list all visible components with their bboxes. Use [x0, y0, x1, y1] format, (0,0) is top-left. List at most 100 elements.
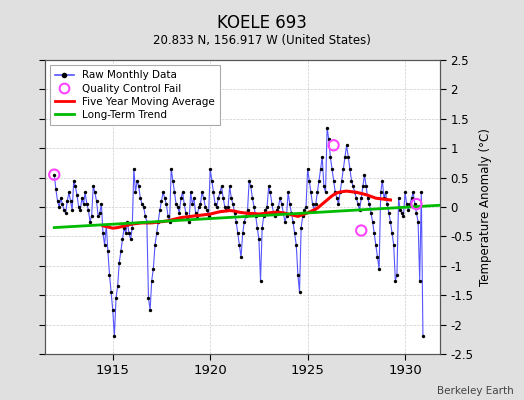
- Point: [330, 177, 338, 184]
- Point: [271, 213, 279, 219]
- Point: [378, 177, 387, 184]
- Point: [50, 172, 59, 178]
- Point: [73, 192, 81, 198]
- Point: [74, 204, 83, 210]
- Point: [253, 224, 261, 231]
- Point: [354, 201, 362, 207]
- Point: [259, 213, 268, 219]
- Point: [342, 142, 351, 148]
- Point: [373, 254, 381, 260]
- Point: [141, 213, 149, 219]
- Point: [352, 195, 361, 201]
- Point: [339, 166, 347, 172]
- Point: [302, 204, 310, 210]
- Point: [154, 218, 162, 225]
- Point: [50, 172, 59, 178]
- Point: [399, 213, 408, 219]
- Point: [412, 210, 421, 216]
- Point: [71, 183, 80, 190]
- Point: [386, 218, 395, 225]
- Point: [337, 177, 346, 184]
- Point: [99, 230, 107, 237]
- Point: [172, 201, 180, 207]
- Point: [204, 213, 213, 219]
- Point: [409, 189, 418, 196]
- Point: [328, 166, 336, 172]
- Point: [67, 198, 75, 204]
- Point: [268, 201, 276, 207]
- Point: [303, 166, 312, 172]
- Point: [237, 254, 245, 260]
- Point: [122, 230, 130, 237]
- Point: [263, 204, 271, 210]
- Point: [372, 242, 380, 248]
- Point: [169, 177, 177, 184]
- Point: [284, 189, 292, 196]
- Point: [323, 124, 331, 131]
- Point: [265, 183, 273, 190]
- Point: [107, 289, 115, 296]
- Point: [344, 154, 353, 160]
- Point: [144, 295, 152, 301]
- Point: [170, 189, 179, 196]
- Point: [321, 189, 330, 196]
- Point: [324, 136, 333, 142]
- Point: [402, 201, 411, 207]
- Point: [388, 230, 396, 237]
- Point: [396, 207, 405, 213]
- Point: [219, 195, 227, 201]
- Point: [108, 307, 117, 313]
- Point: [68, 207, 77, 213]
- Point: [91, 189, 99, 196]
- Point: [157, 198, 166, 204]
- Point: [146, 307, 154, 313]
- Point: [149, 266, 158, 272]
- Point: [188, 201, 196, 207]
- Point: [333, 195, 341, 201]
- Point: [58, 201, 67, 207]
- Point: [164, 213, 172, 219]
- Point: [336, 189, 344, 196]
- Text: KOELE 693: KOELE 693: [217, 14, 307, 32]
- Point: [266, 189, 275, 196]
- Point: [307, 189, 315, 196]
- Point: [365, 201, 374, 207]
- Point: [349, 183, 357, 190]
- Point: [53, 198, 62, 204]
- Point: [286, 201, 294, 207]
- Point: [250, 204, 258, 210]
- Point: [133, 177, 141, 184]
- Point: [138, 201, 146, 207]
- Point: [234, 230, 242, 237]
- Point: [346, 166, 354, 172]
- Point: [104, 248, 112, 254]
- Point: [292, 242, 300, 248]
- Point: [148, 277, 156, 284]
- Point: [242, 213, 250, 219]
- Point: [364, 195, 372, 201]
- Point: [248, 195, 257, 201]
- Point: [235, 242, 244, 248]
- Point: [318, 154, 326, 160]
- Point: [183, 216, 192, 222]
- Point: [316, 166, 325, 172]
- Point: [247, 183, 255, 190]
- Point: [70, 177, 78, 184]
- Point: [208, 177, 216, 184]
- Point: [417, 189, 425, 196]
- Point: [231, 210, 239, 216]
- Point: [313, 189, 322, 196]
- Point: [229, 201, 237, 207]
- Point: [200, 195, 208, 201]
- Point: [377, 189, 385, 196]
- Point: [160, 195, 169, 201]
- Point: [162, 201, 170, 207]
- Point: [63, 198, 71, 204]
- Point: [221, 204, 229, 210]
- Point: [159, 189, 167, 196]
- Point: [274, 204, 282, 210]
- Point: [177, 195, 185, 201]
- Point: [128, 224, 136, 231]
- Point: [211, 201, 219, 207]
- Point: [407, 195, 416, 201]
